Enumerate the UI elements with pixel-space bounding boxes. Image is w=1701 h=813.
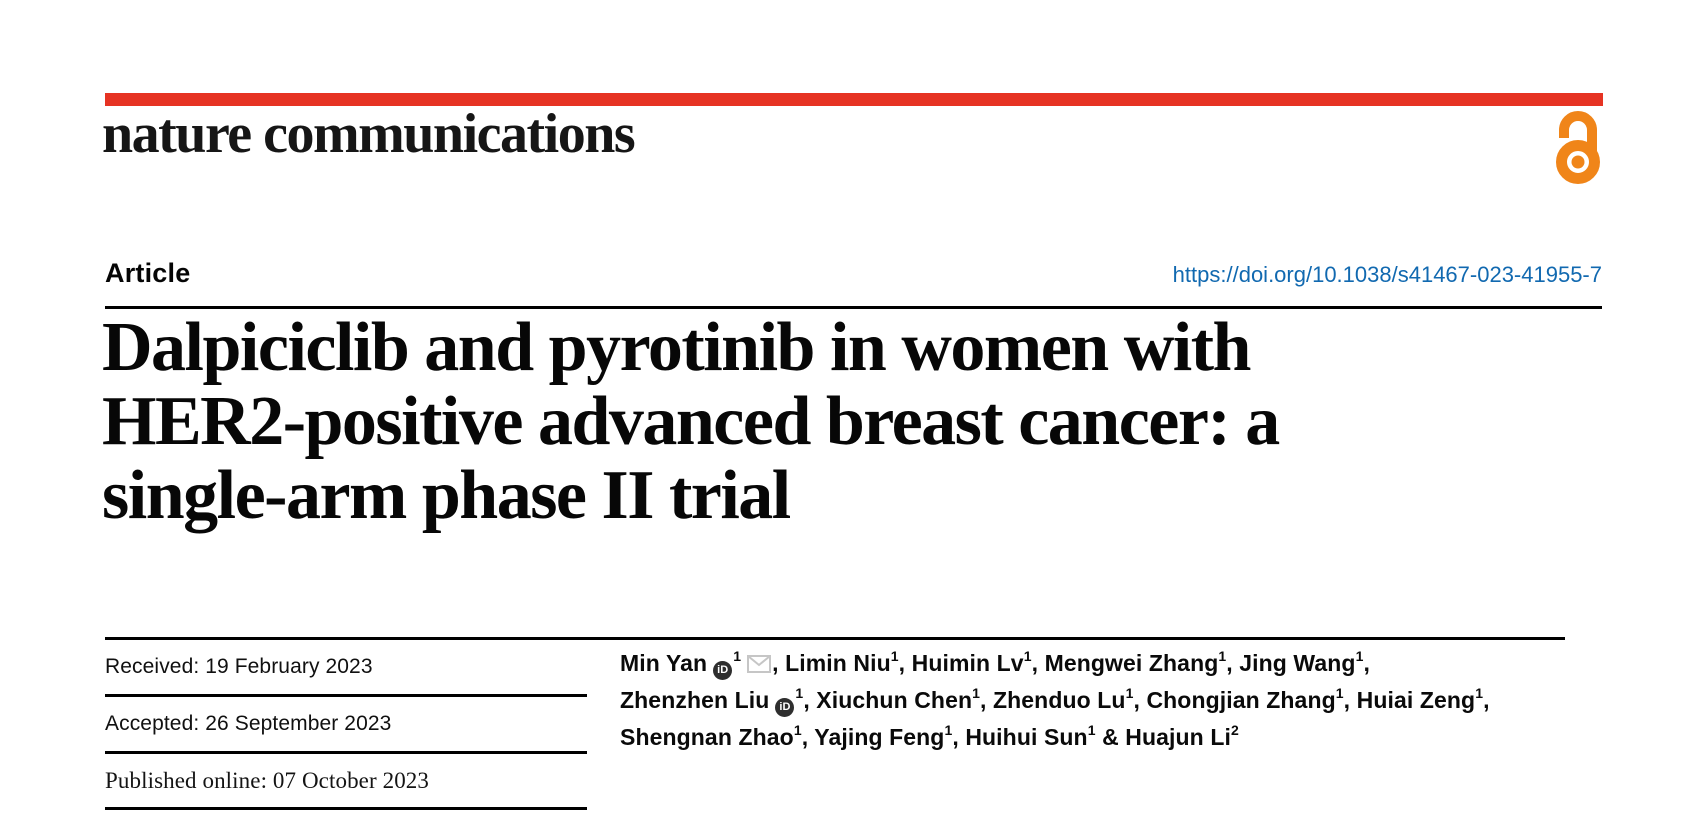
accent-bar — [105, 93, 1603, 106]
date-value: 19 February 2023 — [205, 655, 373, 678]
author-separator: , — [1031, 650, 1045, 676]
orcid-icon: iD — [713, 661, 733, 680]
authors-list: Min Yan iD1, Limin Niu1, Huimin Lv1, Meng… — [620, 645, 1625, 756]
author-separator: , — [801, 724, 815, 750]
author-affiliation-sup: 1 — [1475, 685, 1484, 702]
author-affiliation-sup: 2 — [1230, 722, 1239, 739]
author-affiliation-sup: 1 — [944, 722, 953, 739]
author-name: Mengwei Zhang — [1044, 650, 1219, 676]
author-separator: , — [1483, 687, 1490, 713]
date-label: Received: — [105, 655, 206, 678]
date-value: 07 October 2023 — [272, 767, 429, 793]
author-separator: , — [952, 724, 966, 750]
author-name: Huihui Sun — [965, 724, 1088, 750]
author-name: Jing Wang — [1239, 650, 1356, 676]
date-label: Published online: — [105, 767, 273, 793]
metadata-top-rule — [105, 637, 1565, 640]
author-name: Zhenzhen Liu — [620, 687, 770, 713]
author-affiliation-sup: 1 — [1218, 648, 1227, 665]
author-name: Shengnan Zhao — [620, 724, 794, 750]
author-name: Min Yan — [620, 650, 708, 676]
email-icon — [747, 655, 772, 673]
date-row: Accepted: 26 September 2023 — [105, 697, 587, 754]
author-separator: , — [803, 687, 817, 713]
author-affiliation-sup: 1 — [890, 648, 899, 665]
author-affiliation-sup: 1 — [793, 722, 802, 739]
dates-column: Received: 19 February 2023 Accepted: 26 S… — [105, 640, 587, 810]
author-affiliation-sup: 1 — [972, 685, 980, 702]
open-access-icon — [1556, 110, 1600, 189]
author-separator: , — [980, 687, 993, 713]
title-line-1: Dalpiciclib and pyrotinib in women with — [102, 309, 1251, 386]
title-line-2: HER2-positive advanced breast cancer: a — [102, 383, 1280, 460]
author-name: Huimin Lv — [911, 650, 1024, 676]
author-affiliation-sup: 1 — [733, 648, 742, 665]
author-name: Chongjian Zhang — [1146, 687, 1336, 713]
paper-title: Dalpiciclib and pyrotinib in women with … — [102, 311, 1522, 533]
author-name: Xiuchun Chen — [816, 687, 973, 713]
author-name: Yajing Feng — [814, 724, 945, 750]
author-affiliation-sup: 1 — [795, 685, 804, 702]
date-row: Received: 19 February 2023 — [105, 640, 587, 697]
orcid-icon: iD — [775, 698, 795, 717]
author-separator: , — [898, 650, 912, 676]
author-affiliation-sup: 1 — [1125, 685, 1134, 702]
date-label: Accepted: — [105, 712, 206, 735]
author-affiliation-sup: 1 — [1023, 648, 1032, 665]
journal-logo: nature communications — [102, 103, 636, 165]
author-affiliation-sup: 1 — [1355, 648, 1364, 665]
author-separator: , — [1363, 650, 1370, 676]
date-value: 26 September 2023 — [205, 712, 392, 735]
author-name: Huajun Li — [1125, 724, 1231, 750]
author-separator: , — [1343, 687, 1357, 713]
author-separator: , — [1226, 650, 1240, 676]
article-type-label: Article — [105, 258, 191, 288]
header-rule — [105, 306, 1602, 309]
author-separator: & — [1095, 724, 1126, 750]
article-header-row: Article https://doi.org/10.1038/s41467-0… — [105, 258, 1602, 289]
author-affiliation-sup: 1 — [1335, 685, 1344, 702]
date-row: Published online: 07 October 2023 — [105, 754, 587, 810]
author-name: Huiai Zeng — [1356, 687, 1476, 713]
author-separator: , — [1133, 687, 1147, 713]
author-affiliation-sup: 1 — [1087, 722, 1096, 739]
title-line-3: single-arm phase II trial — [102, 457, 791, 534]
author-name: Limin Niu — [785, 650, 891, 676]
doi-link[interactable]: https://doi.org/10.1038/s41467-023-41955… — [1172, 262, 1602, 287]
author-separator: , — [772, 650, 786, 676]
author-name: Zhenduo Lu — [992, 687, 1126, 713]
